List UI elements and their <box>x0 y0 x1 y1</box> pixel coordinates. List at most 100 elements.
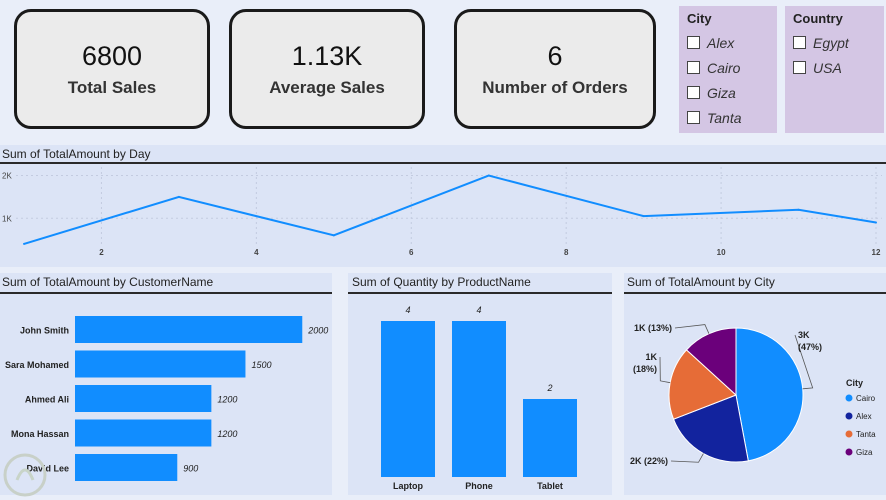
legend-label: Giza <box>856 448 873 457</box>
checkbox[interactable] <box>687 86 700 99</box>
city-option-alex[interactable]: Alex <box>687 30 769 55</box>
leader-line <box>670 453 704 463</box>
legend-marker <box>845 448 853 456</box>
kpi-card-number-of-orders: 6 Number of Orders <box>454 9 656 129</box>
category-label: John Smith <box>20 326 69 336</box>
city-pie-chart: 3K (47%) 2K (22%) 1K (18%) 1K (13%) City Cairo A… <box>630 323 876 466</box>
series-line <box>23 174 877 245</box>
data-label: 4 <box>405 305 410 315</box>
data-label: 1200 <box>217 429 237 439</box>
country-option-egypt[interactable]: Egypt <box>793 30 876 55</box>
checkbox[interactable] <box>793 61 806 74</box>
pie-slice-cairo <box>735 327 804 462</box>
x-tick-label: 8 <box>564 248 569 257</box>
data-point <box>642 215 645 218</box>
customer-bar-panel: Sum of TotalAmount by CustomerName John … <box>0 273 332 495</box>
category-label: Ahmed Ali <box>25 395 69 405</box>
legend-marker <box>845 412 853 420</box>
checkbox[interactable] <box>687 61 700 74</box>
bar <box>381 321 435 477</box>
title-divider <box>348 292 612 294</box>
legend-title: City <box>846 378 863 388</box>
data-label: 2 <box>546 383 552 393</box>
kpi-card-total-sales: 6800 Total Sales <box>14 9 210 129</box>
product-bar-chart: 4 Laptop 4 Phone 2 Tablet <box>381 305 577 491</box>
city-chart-title: Sum of TotalAmount by City <box>627 275 775 289</box>
data-point <box>875 221 877 224</box>
x-tick-label: 10 <box>717 248 726 257</box>
pie-slice-giza <box>685 327 737 397</box>
city-slicer-title: City <box>687 11 712 26</box>
city-pie-panel: Sum of TotalAmount by City 3K (47%) 2K (22… <box>624 273 886 495</box>
bar <box>452 321 506 477</box>
kpi-value: 6800 <box>81 40 143 71</box>
option-label: Tanta <box>707 109 742 126</box>
data-label: 1K (18%) <box>633 352 658 374</box>
product-chart-title: Sum of Quantity by ProductName <box>352 275 531 289</box>
option-label: USA <box>813 59 842 76</box>
bar <box>75 385 212 412</box>
leader-line <box>674 324 710 334</box>
x-tick-label: 6 <box>409 248 414 257</box>
legend-label: Tanta <box>856 430 876 439</box>
x-tick-label: 4 <box>254 248 259 257</box>
leader-line <box>659 356 671 384</box>
city-option-giza[interactable]: Giza <box>687 80 769 105</box>
title-divider <box>624 292 886 294</box>
option-label: Egypt <box>813 34 849 51</box>
country-slicer: Country Egypt USA <box>785 6 884 133</box>
line-chart-panel: Sum of TotalAmount by Day 1K 2K 2 4 6 8 10 12 <box>0 145 886 267</box>
data-point <box>177 195 180 198</box>
checkbox[interactable] <box>687 111 700 124</box>
option-label: Giza <box>707 84 736 101</box>
bar <box>75 419 212 447</box>
city-slicer: City Alex Cairo Giza Tanta <box>679 6 777 133</box>
category-label: Laptop <box>393 481 423 491</box>
legend-marker <box>845 430 853 438</box>
customer-chart-title: Sum of TotalAmount by CustomerName <box>2 275 214 289</box>
y-tick-label: 1K <box>2 214 12 223</box>
legend-label: Cairo <box>856 394 876 403</box>
data-label: 2K (22%) <box>630 456 668 466</box>
kpi-value: 1.13K <box>291 40 363 71</box>
category-label: Mona Hassan <box>11 429 69 439</box>
data-label: 4 <box>476 305 481 315</box>
kpi-card-average-sales: 1.13K Average Sales <box>229 9 425 129</box>
y-tick-label: 2K <box>2 172 12 181</box>
bar <box>75 454 178 481</box>
option-label: Alex <box>707 34 735 51</box>
bar <box>75 316 303 343</box>
kpi-label: Total Sales <box>67 77 157 97</box>
line-chart-title: Sum of TotalAmount by Day <box>2 147 151 161</box>
pie-slice-alex <box>672 394 749 463</box>
category-label: Tablet <box>537 481 563 491</box>
data-label: 1K (13%) <box>634 323 672 333</box>
option-label: Cairo <box>707 59 741 76</box>
legend-label: Alex <box>856 412 872 421</box>
data-point <box>23 242 25 245</box>
data-label: 900 <box>183 464 198 474</box>
country-option-usa[interactable]: USA <box>793 55 876 80</box>
data-point <box>332 234 335 237</box>
bar <box>75 350 246 378</box>
x-tick-label: 12 <box>872 248 881 257</box>
kpi-label: Number of Orders <box>482 77 628 97</box>
pie-slice-tanta <box>668 349 737 420</box>
city-option-tanta[interactable]: Tanta <box>687 105 769 130</box>
checkbox[interactable] <box>687 36 700 49</box>
data-label: 3K (47%) <box>798 330 822 352</box>
x-tick-label: 2 <box>99 248 104 257</box>
customer-bar-chart: John Smith 2000 Sara Mohamed 1500 Ahmed Ali 1… <box>5 316 328 481</box>
data-label: 1200 <box>217 395 237 405</box>
data-label: 2000 <box>307 326 328 336</box>
data-label: 1500 <box>251 360 271 370</box>
product-bar-panel: Sum of Quantity by ProductName 4 Laptop 4 P… <box>348 273 612 495</box>
city-option-cairo[interactable]: Cairo <box>687 55 769 80</box>
line-chart: 1K 2K 2 4 6 8 10 12 <box>2 167 882 257</box>
kpi-label: Average Sales <box>269 77 385 97</box>
legend-marker <box>845 394 853 402</box>
title-divider <box>0 162 886 164</box>
category-label: Phone <box>465 481 493 491</box>
checkbox[interactable] <box>793 36 806 49</box>
category-label: David Lee <box>26 464 69 474</box>
